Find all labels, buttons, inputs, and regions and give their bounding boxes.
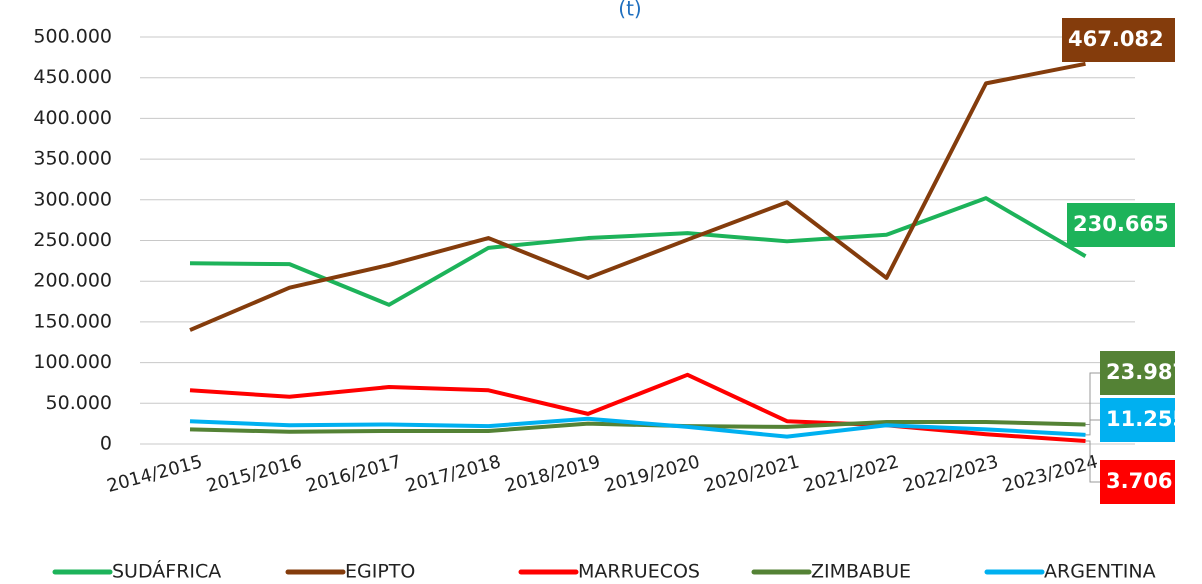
series-line [189, 196, 1087, 307]
y-tick-label: 350.000 [33, 148, 112, 170]
leader-line [1085, 419, 1100, 436]
x-tick-label: 2014/2015 [105, 451, 205, 497]
leader-line [1085, 440, 1100, 483]
value-label-box [1062, 18, 1175, 62]
legend-label: MARRUECOS [578, 561, 700, 583]
value-label: 467.082 [1068, 27, 1164, 51]
y-tick-label: 300.000 [33, 188, 112, 210]
leader-line [1085, 372, 1100, 425]
value-label-box [1100, 351, 1175, 395]
y-tick-label: 100.000 [33, 351, 112, 373]
y-tick-label: 50.000 [46, 392, 112, 414]
series-line [189, 420, 1086, 434]
x-tick-label: 2020/2021 [702, 451, 802, 497]
series-line [189, 61, 1086, 332]
y-tick-label: 150.000 [33, 310, 112, 332]
x-tick-label: 2022/2023 [901, 451, 1001, 497]
chart-title: (t) [618, 0, 641, 21]
x-tick-label: 2019/2020 [602, 451, 702, 497]
x-tick-label: 2016/2017 [304, 451, 404, 497]
value-label-box [1100, 398, 1175, 442]
series-line [189, 416, 1086, 439]
x-tick-label: 2021/2022 [801, 451, 901, 497]
value-label: 230.665 [1073, 212, 1169, 236]
y-tick-label: 250.000 [33, 229, 112, 251]
x-tick-label: 2023/2024 [1000, 451, 1100, 497]
y-tick-label: 400.000 [33, 107, 112, 129]
legend-label: EGIPTO [345, 561, 415, 583]
value-label: 11.255 [1106, 407, 1187, 431]
value-label: 23.987 [1106, 360, 1187, 384]
series-line [189, 372, 1086, 443]
x-tick-label: 2015/2016 [204, 451, 304, 497]
x-tick-label: 2017/2018 [403, 451, 503, 497]
y-tick-label: 450.000 [33, 66, 112, 88]
value-label: 3.706 [1106, 469, 1172, 493]
legend-label: SUDÁFRICA [112, 560, 221, 583]
legend-label: ARGENTINA [1044, 561, 1156, 583]
y-tick-label: 0 [100, 433, 112, 455]
y-tick-label: 200.000 [33, 270, 112, 292]
value-label-box [1100, 460, 1175, 504]
y-tick-label: 500.000 [33, 26, 112, 48]
legend-label: ZIMBABUE [811, 561, 911, 583]
value-label-box [1067, 203, 1175, 247]
x-tick-label: 2018/2019 [503, 451, 603, 497]
